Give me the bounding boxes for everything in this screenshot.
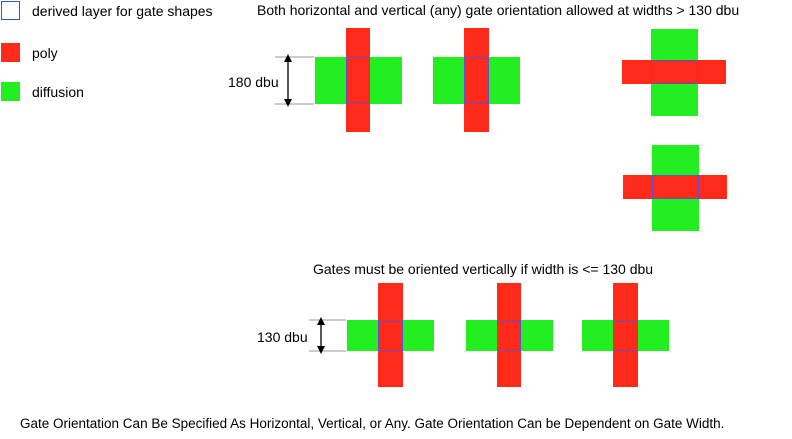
- gate-top-4: [623, 145, 727, 231]
- gate-top-4-poly: [623, 175, 727, 199]
- gate-top-2-gate-shape: [464, 57, 489, 104]
- legend-label-diffusion: diffusion: [32, 84, 84, 100]
- gate-bottom-2: [466, 283, 553, 387]
- gate-top-2-poly: [464, 28, 489, 132]
- gate-bottom-1-gate-shape: [378, 320, 403, 351]
- bottom-dimension-label: 130 dbu: [257, 329, 308, 345]
- bottom-section-heading: Gates must be oriented vertically if wid…: [313, 261, 654, 277]
- legend-swatch-poly: [1, 43, 20, 62]
- legend-label-gate-layer: derived layer for gate shapes: [32, 3, 213, 19]
- gate-top-2: [433, 28, 520, 132]
- legend-swatch-gate-layer: [1, 1, 20, 20]
- caption: Gate Orientation Can Be Specified As Hor…: [20, 416, 725, 431]
- gate-bottom-3-gate-shape: [613, 320, 638, 351]
- gate-top-1-poly: [346, 28, 370, 132]
- top-dimension-indicator: [275, 54, 314, 107]
- legend-label-poly: poly: [32, 45, 58, 61]
- gate-top-3-gate-shape: [651, 60, 698, 84]
- gate-bottom-3: [582, 283, 669, 387]
- gate-top-3: [622, 29, 726, 116]
- legend-swatch-diffusion: [1, 82, 20, 101]
- top-section-heading: Both horizontal and vertical (any) gate …: [257, 2, 740, 18]
- gate-top-4-gate-shape: [652, 175, 699, 199]
- top-dimension-label: 180 dbu: [228, 74, 279, 90]
- gate-bottom-1-poly: [378, 283, 403, 387]
- bottom-dimension-indicator: [309, 317, 346, 354]
- gate-bottom-2-poly: [497, 283, 521, 387]
- gate-top-3-poly: [622, 60, 726, 84]
- gate-bottom-1: [347, 283, 434, 387]
- gate-top-1-gate-shape: [346, 57, 370, 104]
- gate-top-1: [315, 28, 402, 132]
- gate-bottom-2-gate-shape: [497, 320, 521, 351]
- gate-bottom-3-poly: [613, 283, 638, 387]
